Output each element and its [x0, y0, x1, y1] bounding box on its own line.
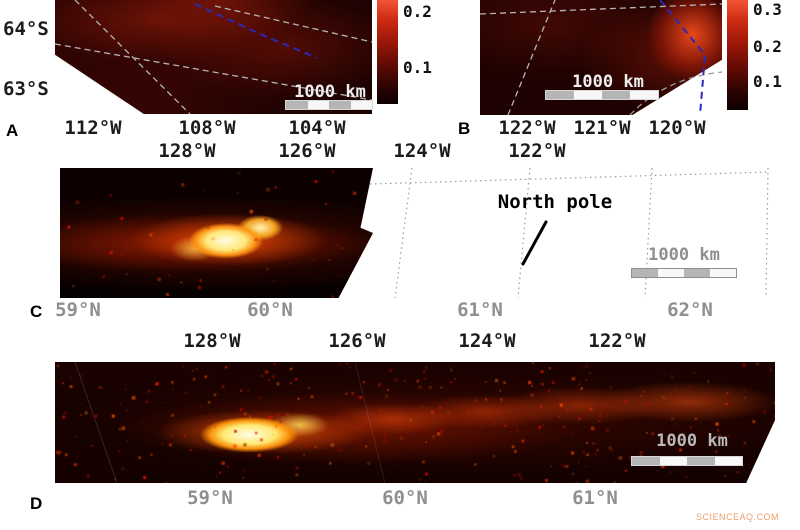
panel-c-speckles [60, 168, 373, 298]
panel-c-scale-bar [631, 268, 737, 278]
grid-line [517, 168, 531, 298]
panel-b-scale-label: 1000 km [572, 72, 644, 92]
panel-d-bottom-tick-3: 61°N [572, 487, 618, 509]
panel-c-bottom-tick-3: 61°N [457, 299, 503, 321]
panel-d-bottom-tick-2: 60°N [382, 487, 428, 509]
panel-c-bottom-tick-1: 59°N [55, 299, 101, 321]
panel-c-bottom-tick-4: 62°N [667, 299, 713, 321]
panel-b-colorbar-tick-1: 0.3 [753, 0, 782, 19]
panel-a-colorbar [377, 0, 398, 104]
panel-d-scale-label: 1000 km [656, 431, 728, 451]
panel-a-colorbar-tick-1: 0.2 [403, 2, 432, 21]
panel-a-scale-bar [285, 100, 373, 110]
panel-a-xtick-3: 104°W [288, 117, 346, 139]
scale-segment [659, 457, 687, 465]
panel-b-xtick-1: 122°W [498, 117, 556, 139]
panel-b-colorbar [727, 0, 748, 110]
panel-d-top-tick-2: 126°W [328, 330, 386, 352]
panel-b-xtick-3: 120°W [648, 117, 706, 139]
scale-segment [286, 101, 308, 109]
panel-b-letter: B [458, 119, 471, 138]
panel-c-top-tick-3: 124°W [393, 140, 451, 162]
panel-d-bottom-tick-1: 59°N [187, 487, 233, 509]
panel-d-letter: D [30, 494, 43, 513]
panel-c-letter: C [30, 302, 43, 321]
panel-b-xtick-2: 121°W [573, 117, 631, 139]
panel-a-colorbar-tick-2: 0.1 [403, 58, 432, 77]
panel-a-scale-label: 1000 km [294, 82, 366, 102]
scale-segment [684, 269, 710, 277]
panel-d-top-tick-4: 122°W [588, 330, 646, 352]
panel-c-scale-label: 1000 km [648, 245, 720, 265]
scale-segment [632, 269, 658, 277]
scale-segment [307, 101, 329, 109]
grid-line [369, 171, 770, 185]
panel-b-colorbar-tick-2: 0.2 [753, 37, 782, 56]
panel-a-xtick-1: 112°W [64, 117, 122, 139]
panel-d-scale-bar [631, 456, 743, 466]
panel-d-top-tick-3: 124°W [458, 330, 516, 352]
panel-a-ytick-2: 63°S [3, 78, 49, 100]
panel-c-bottom-tick-2: 60°N [247, 299, 293, 321]
scale-segment [658, 269, 684, 277]
panel-a-xtick-2: 108°W [178, 117, 236, 139]
scale-segment [574, 91, 602, 99]
scale-segment [602, 91, 630, 99]
scale-segment [710, 269, 736, 277]
panel-c-top-tick-4: 122°W [508, 140, 566, 162]
panel-c-top-tick-2: 126°W [278, 140, 336, 162]
scale-segment [687, 457, 715, 465]
scale-segment [632, 457, 660, 465]
panel-d-top-tick-1: 128°W [183, 330, 241, 352]
grid-line [765, 168, 769, 298]
panel-a-letter: A [6, 121, 19, 140]
watermark: SCIENCEAQ.COM [696, 512, 780, 522]
panel-b-scale-bar [545, 90, 659, 100]
scale-segment [350, 101, 372, 109]
scale-segment [329, 101, 351, 109]
panel-c-top-tick-1: 128°W [158, 140, 216, 162]
panel-b-colorbar-tick-3: 0.1 [753, 72, 782, 91]
grid-line [394, 168, 413, 298]
scale-segment [546, 91, 574, 99]
scale-segment [630, 91, 658, 99]
north-pole-label: North pole [497, 191, 613, 213]
scale-segment [714, 457, 742, 465]
north-pole-pointer-line [521, 220, 548, 266]
panel-a-ytick-1: 64°S [3, 18, 49, 40]
grid-line [644, 168, 653, 298]
